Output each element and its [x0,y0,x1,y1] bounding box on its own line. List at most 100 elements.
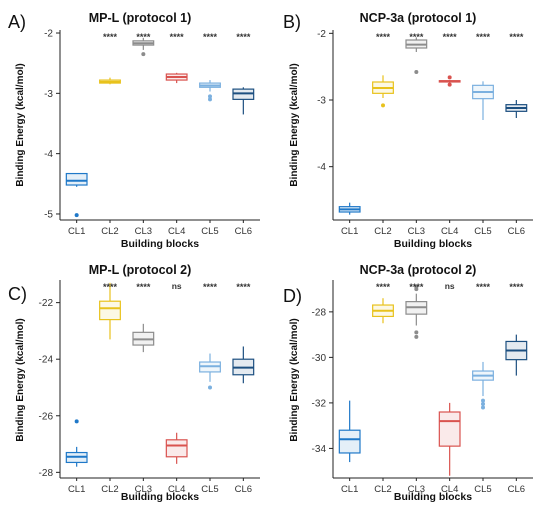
significance-marker: **** [236,282,251,292]
box-cl3 [405,284,428,339]
significance-marker: **** [103,32,118,42]
x-tick-label: CL6 [235,226,252,237]
y-tick-label: -24 [39,355,54,366]
box-cl5 [472,361,494,410]
outlier-point [481,405,485,410]
x-tick-label: CL1 [68,484,85,495]
box-cl2 [99,282,121,340]
x-tick-label: CL3 [408,226,425,237]
y-tick-label: -32 [312,398,327,409]
box-cl1 [338,202,361,215]
y-axis-label: Binding Energy (kcal/mol) [289,318,300,441]
y-tick-label: -5 [44,209,53,220]
box-cl4 [165,72,188,84]
chart-title: MP-L (protocol 2) [89,263,192,277]
significance-marker: **** [103,282,118,292]
x-axis-label: Building blocks [121,491,199,503]
significance-marker: ns [172,281,182,291]
y-tick-label: -2 [317,29,326,40]
panel-4: D) NCP-3a (protocol 2) -28 -30 -32 -34 Binding… [283,263,533,503]
outlier-point [447,82,452,87]
significance-marker: ns [445,281,455,291]
box-cl4 [165,432,188,464]
box-cl3 [132,37,155,57]
box-iqr [99,300,121,321]
significance-marker: **** [409,282,424,292]
panel-label: D) [283,286,302,306]
significance-marker: **** [203,282,218,292]
outlier-point [141,52,146,57]
y-tick-label: -2 [44,29,53,40]
x-tick-label: CL4 [441,226,458,237]
x-tick-label: CL1 [68,226,85,237]
box-cl6 [505,334,528,376]
x-tick-label: CL3 [135,226,152,237]
outlier-point [447,75,452,80]
box-cl5 [199,80,221,102]
box-cl2 [372,298,394,324]
x-tick-label: CL1 [341,226,358,237]
panel-3: C) MP-L (protocol 2) -22 -24 -26 -28 Binding E… [8,263,260,503]
significance-marker: **** [409,32,424,42]
x-tick-label: CL5 [474,226,491,237]
outlier-point [208,97,212,102]
x-tick-label: CL5 [474,484,491,495]
panel-label: C) [8,284,27,304]
panel-2: B) NCP-3a (protocol 1) -2 -3 -4 Binding Energ… [283,11,533,250]
box-cl4 [438,402,461,476]
y-tick-label: -3 [317,96,326,107]
box-cl2 [99,77,121,85]
box-cl6 [232,346,255,384]
box-cl1 [65,172,88,218]
significance-marker: **** [203,32,218,42]
y-tick-label: -3 [44,89,53,100]
box-cl1 [338,400,361,463]
outlier-point [74,419,79,424]
x-tick-label: CL3 [135,484,152,495]
box-cl3 [405,37,428,74]
outlier-point [208,94,212,99]
significance-marker: **** [136,32,151,42]
box-cl5 [472,81,494,120]
x-tick-label: CL2 [101,226,118,237]
y-tick-label: -28 [312,307,327,318]
y-tick-label: -28 [39,468,54,479]
significance-marker: **** [376,32,391,42]
significance-marker: **** [509,282,524,292]
y-axis-label: Binding Energy (kcal/mol) [289,63,300,186]
x-axis-label: Building blocks [394,238,472,250]
box-cl6 [505,100,528,118]
significance-marker: **** [376,282,391,292]
box-cl1 [65,419,88,467]
chart-title: NCP-3a (protocol 2) [360,263,477,277]
box-cl5 [199,353,221,390]
significance-marker: **** [236,32,251,42]
box-iqr [65,172,88,186]
box-iqr [165,439,188,458]
significance-marker: **** [509,32,524,42]
y-axis-label: Binding Energy (kcal/mol) [15,318,26,441]
x-tick-label: CL2 [374,226,391,237]
outlier-point [208,385,212,390]
x-tick-label: CL5 [201,484,218,495]
y-tick-label: -22 [39,298,54,309]
y-tick-label: -4 [317,162,326,173]
panel-label: B) [283,12,301,32]
outlier-point [481,402,485,407]
x-axis-label: Building blocks [121,238,199,250]
outlier-point [414,330,419,335]
box-iqr [438,411,461,447]
outlier-point [414,70,419,74]
y-tick-label: -26 [39,411,54,422]
y-tick-label: -34 [312,444,327,455]
significance-marker: **** [476,32,491,42]
panel-label: A) [8,12,26,32]
outlier-point [414,287,419,292]
outlier-point [74,213,79,218]
significance-marker: **** [443,32,458,42]
x-tick-label: CL3 [408,484,425,495]
x-tick-label: CL2 [374,484,391,495]
panel-1: A) MP-L (protocol 1) -2 -3 -4 -5 Binding Energ… [8,11,260,250]
significance-marker: **** [170,32,185,42]
